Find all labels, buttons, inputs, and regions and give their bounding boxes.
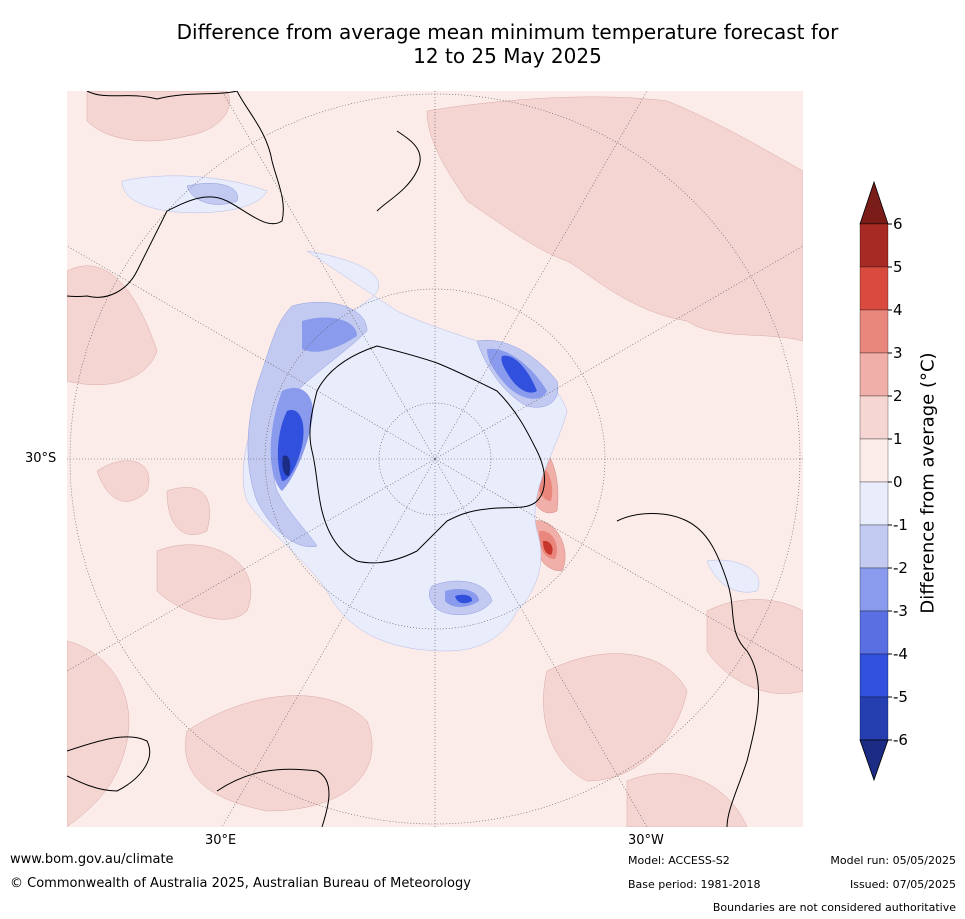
colorbar-box	[859, 438, 889, 483]
colorbar-tick-label: -6	[893, 731, 908, 749]
model-run-date: Model run: 05/05/2025	[830, 854, 956, 867]
website-link[interactable]: www.bom.gov.au/climate	[10, 852, 174, 867]
colorbar-tick-label: 1	[893, 430, 903, 448]
lat-label-30s: 30°S	[25, 451, 57, 466]
colorbar-tick-label: 3	[893, 344, 903, 362]
colorbar-tick-label: -3	[893, 602, 908, 620]
colorbar-tick-label: 2	[893, 387, 903, 405]
lon-label-30e: 30°E	[205, 833, 237, 848]
lon-label-30w: 30°W	[628, 833, 664, 848]
cold-anomaly-peak	[282, 455, 291, 477]
model-name: Model: ACCESS-S2	[628, 854, 730, 867]
colorbar-title: Difference from average (°C)	[917, 352, 939, 614]
colorbar-box	[859, 266, 889, 311]
copyright-notice: © Commonwealth of Australia 2025, Austra…	[10, 876, 471, 891]
colorbar-box	[859, 567, 889, 612]
colorbar-tick-label: 0	[893, 473, 903, 491]
colorbar-tick-label: -4	[893, 645, 908, 663]
colorbar-tick-label: -1	[893, 516, 908, 534]
colorbar-box	[859, 481, 889, 526]
colorbar-extend-min	[859, 739, 889, 782]
colorbar-box	[859, 653, 889, 698]
colorbar-tick-label: 4	[893, 301, 903, 319]
colorbar-extend-max	[859, 180, 889, 225]
colorbar-box	[859, 395, 889, 440]
colorbar-box	[859, 696, 889, 741]
boundary-disclaimer: Boundaries are not considered authoritat…	[712, 901, 956, 914]
polar-map	[67, 91, 803, 827]
map-title: Difference from average mean minimum tem…	[60, 20, 955, 68]
colorbar-box	[859, 223, 889, 268]
colorbar-tick-label: -5	[893, 688, 908, 706]
base-period: Base period: 1981-2018	[628, 878, 761, 891]
colorbar-box	[859, 524, 889, 569]
colorbar-tick-label: 5	[893, 258, 903, 276]
title-line-1: Difference from average mean minimum tem…	[176, 20, 839, 44]
colorbar-box	[859, 309, 889, 354]
colorbar-box	[859, 610, 889, 655]
graticule	[67, 91, 803, 827]
coastlines	[67, 91, 759, 827]
issued-date: Issued: 07/05/2025	[849, 878, 956, 891]
colorbar-ticks: 6 5 4 3 2 1 0 -1 -2 -3 -4 -5 -6	[888, 215, 908, 749]
colorbar-box	[859, 352, 889, 397]
colorbar-tick-label: -2	[893, 559, 908, 577]
colorbar-boxes	[859, 180, 889, 782]
title-line-2: 12 to 25 May 2025	[413, 44, 602, 68]
colorbar-tick-label: 6	[893, 215, 903, 233]
colorbar: 6 5 4 3 2 1 0 -1 -2 -3 -4 -5 -6	[859, 180, 908, 782]
